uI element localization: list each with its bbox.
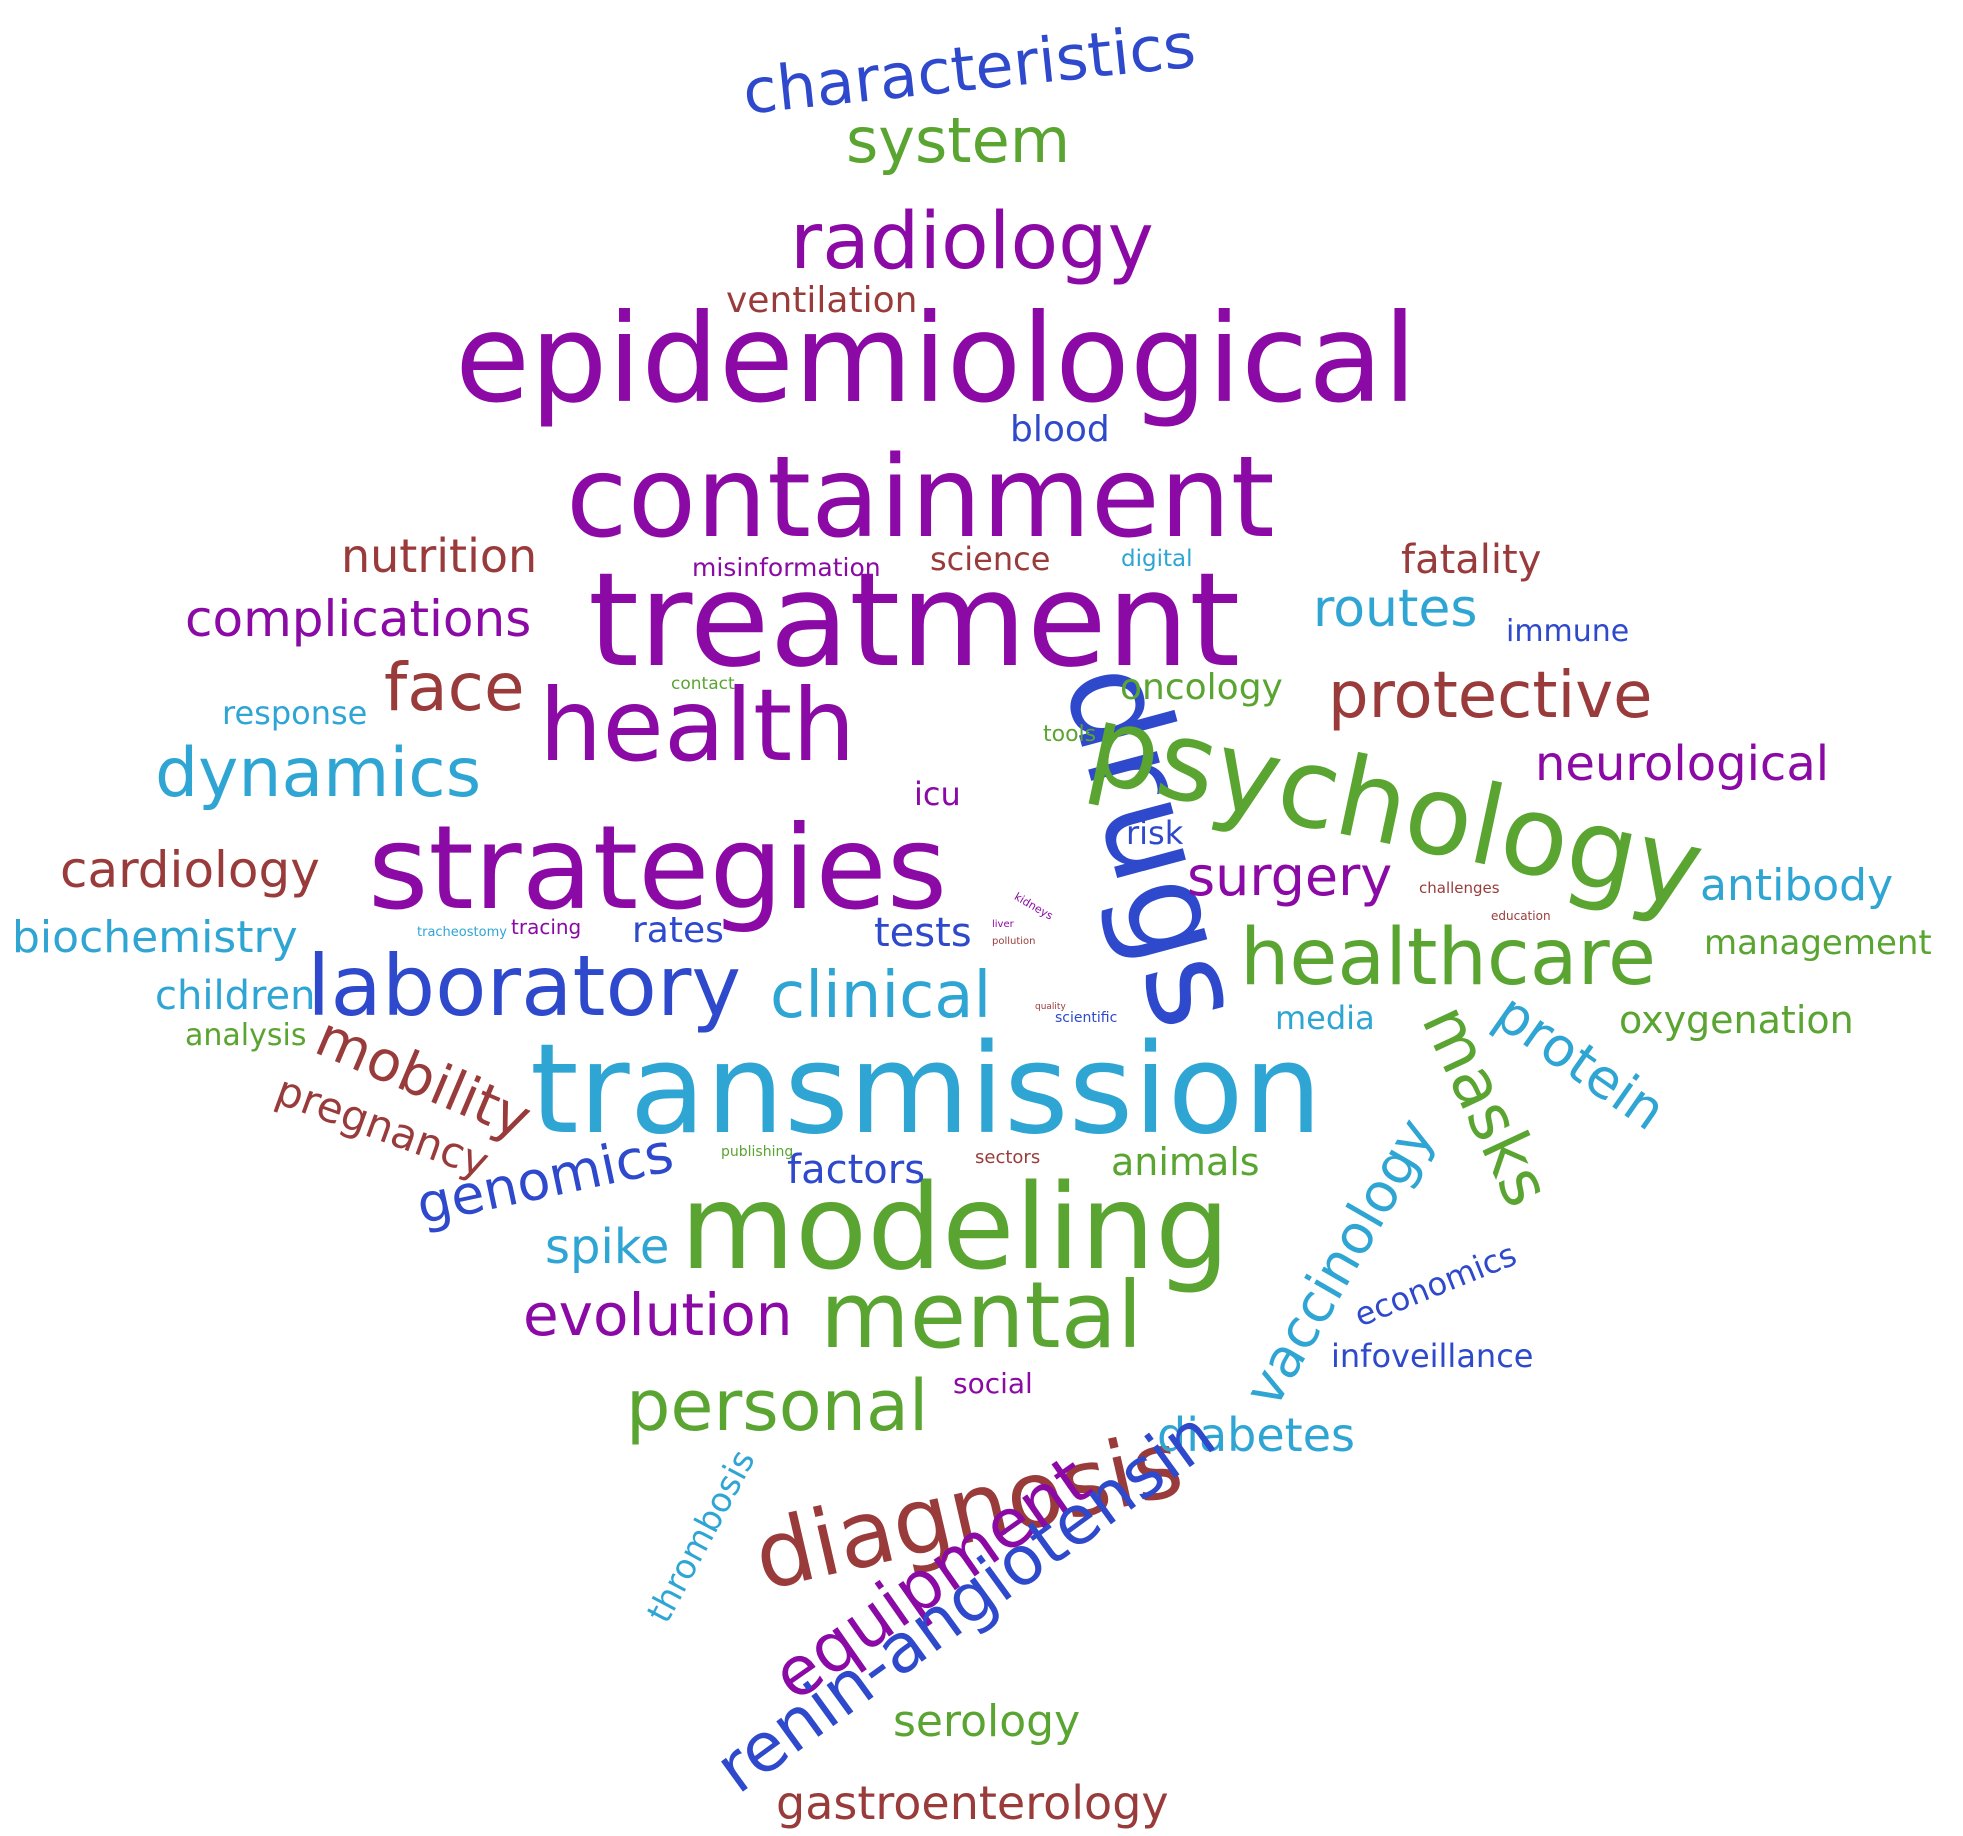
word-media: media bbox=[1275, 999, 1375, 1037]
word-rates: rates bbox=[632, 910, 724, 951]
word-nutrition: nutrition bbox=[341, 529, 538, 583]
word-spike: spike bbox=[545, 1219, 670, 1275]
word-serology: serology bbox=[893, 1696, 1081, 1747]
word-cardiology: cardiology bbox=[60, 841, 320, 899]
word-quality: quality bbox=[1035, 1002, 1066, 1012]
word-analysis: analysis bbox=[185, 1018, 307, 1053]
word-gastroenterology: gastroenterology bbox=[776, 1776, 1169, 1830]
word-system: system bbox=[846, 104, 1071, 177]
word-management: management bbox=[1704, 923, 1932, 963]
word-pollution: pollution bbox=[992, 936, 1036, 947]
word-oncology: oncology bbox=[1120, 667, 1283, 708]
word-animals: animals bbox=[1111, 1140, 1260, 1184]
word-antibody: antibody bbox=[1700, 860, 1894, 911]
word-education: education bbox=[1491, 909, 1551, 923]
word-liver: liver bbox=[992, 919, 1014, 930]
word-blood: blood bbox=[1010, 409, 1110, 450]
word-scientific: scientific bbox=[1055, 1010, 1118, 1026]
word-icu: icu bbox=[914, 775, 961, 813]
word-epidemiological: epidemiological bbox=[455, 288, 1417, 430]
word-factors: factors bbox=[787, 1147, 926, 1193]
word-routes: routes bbox=[1313, 579, 1478, 639]
word-protective: protective bbox=[1328, 659, 1653, 733]
word-infoveillance: infoveillance bbox=[1331, 1337, 1534, 1375]
word-surgery: surgery bbox=[1187, 845, 1393, 908]
word-health: health bbox=[539, 667, 856, 784]
word-treatment: treatment bbox=[588, 544, 1241, 696]
word-containment: containment bbox=[566, 433, 1275, 563]
word-social: social bbox=[953, 1367, 1033, 1400]
word-children: children bbox=[155, 973, 316, 1019]
word-oxygenation: oxygenation bbox=[1619, 998, 1854, 1042]
word-risk: risk bbox=[1126, 814, 1184, 852]
word-evolution: evolution bbox=[523, 1281, 793, 1349]
word-thrombosis: thrombosis bbox=[639, 1443, 764, 1630]
word-face: face bbox=[384, 649, 525, 726]
word-complications: complications bbox=[185, 590, 532, 648]
word-strategies: strategies bbox=[368, 801, 948, 936]
word-tracheostomy: tracheostomy bbox=[417, 925, 507, 940]
word-biochemistry: biochemistry bbox=[12, 912, 298, 963]
word-science: science bbox=[930, 540, 1051, 578]
word-sectors: sectors bbox=[975, 1147, 1041, 1168]
word-diabetes: diabetes bbox=[1157, 1408, 1355, 1462]
word-kidneys: kidneys bbox=[1012, 890, 1056, 923]
word-tracing: tracing bbox=[511, 915, 582, 939]
word-publishing: publishing bbox=[721, 1144, 794, 1160]
word-dynamics: dynamics bbox=[155, 734, 482, 813]
word-neurological: neurological bbox=[1535, 736, 1830, 792]
word-personal: personal bbox=[626, 1365, 929, 1447]
word-radiology: radiology bbox=[790, 197, 1154, 287]
word-modeling: modeling bbox=[680, 1158, 1230, 1296]
word-response: response bbox=[222, 694, 368, 732]
word-ventilation: ventilation bbox=[726, 280, 918, 321]
word-transmission: transmission bbox=[530, 1018, 1323, 1162]
word-tools: tools bbox=[1043, 722, 1097, 747]
word-contact: contact bbox=[671, 674, 735, 694]
word-misinformation: misinformation bbox=[692, 553, 881, 582]
word-digital: digital bbox=[1121, 546, 1193, 572]
word-tests: tests bbox=[874, 910, 972, 956]
word-fatality: fatality bbox=[1401, 537, 1542, 583]
word-challenges: challenges bbox=[1419, 879, 1500, 897]
word-healthcare: healthcare bbox=[1240, 913, 1656, 1003]
word-immune: immune bbox=[1506, 614, 1630, 649]
word-laboratory: laboratory bbox=[307, 937, 742, 1035]
word-mental: mental bbox=[820, 1262, 1143, 1369]
word-clinical: clinical bbox=[770, 959, 992, 1033]
